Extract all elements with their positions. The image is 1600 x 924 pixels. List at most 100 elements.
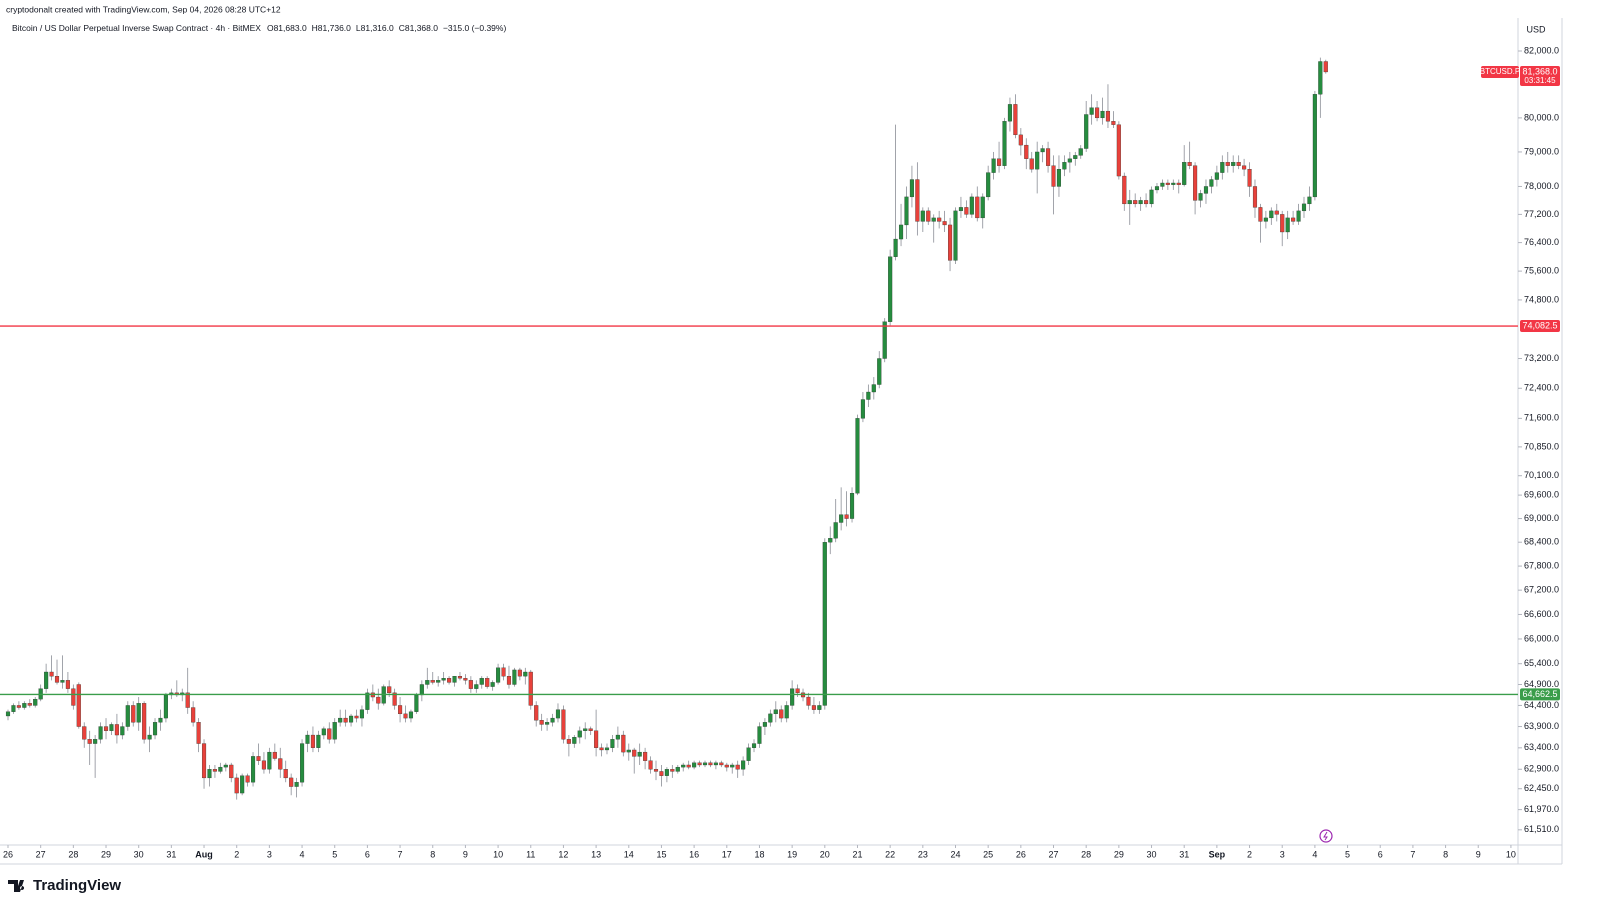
level-tag bbox=[1520, 688, 1560, 701]
candle-body bbox=[392, 692, 397, 706]
x-tick-label: 27 bbox=[36, 849, 46, 859]
candle-body bbox=[5, 711, 11, 717]
candle-body bbox=[1231, 162, 1236, 166]
candle-body bbox=[1084, 114, 1089, 149]
candle-body bbox=[648, 760, 653, 770]
y-tick-label: 76,400.0 bbox=[1524, 237, 1559, 247]
candle-body bbox=[1089, 107, 1094, 115]
candle-body bbox=[201, 743, 207, 779]
candle-body bbox=[76, 684, 81, 727]
x-tick-label: 11 bbox=[526, 849, 535, 859]
candle-body bbox=[866, 391, 871, 400]
candle-body bbox=[1171, 182, 1176, 185]
candle-body bbox=[283, 769, 288, 779]
candle-body bbox=[1073, 155, 1078, 159]
last-price-label: 81,368.0 bbox=[1522, 66, 1557, 76]
candle-body bbox=[506, 676, 512, 685]
candle-body bbox=[16, 705, 21, 708]
candle-body bbox=[566, 739, 571, 744]
candle-body bbox=[964, 207, 969, 215]
x-tick-label: 26 bbox=[1016, 849, 1026, 859]
x-tick-label: 9 bbox=[463, 849, 468, 859]
candle-body bbox=[730, 764, 735, 768]
brand-icon bbox=[8, 880, 25, 892]
x-tick-label: 16 bbox=[689, 849, 699, 859]
candle-body bbox=[436, 680, 441, 683]
x-tick-label: 20 bbox=[820, 849, 830, 859]
candle-body bbox=[773, 709, 778, 715]
candle-body bbox=[517, 669, 522, 677]
candle-body bbox=[1051, 165, 1056, 187]
candle-body bbox=[795, 688, 800, 694]
candle-body bbox=[398, 705, 403, 715]
legend: Bitcoin / US Dollar Perpetual Inverse Sw… bbox=[12, 23, 506, 33]
candle-body bbox=[621, 734, 626, 753]
y-tick-label: 69,600.0 bbox=[1524, 489, 1559, 499]
candle-body bbox=[212, 769, 217, 772]
candle-body bbox=[1285, 217, 1290, 233]
candle-body bbox=[131, 705, 136, 723]
candle-body bbox=[915, 179, 920, 222]
candle-body bbox=[626, 749, 631, 753]
candle-body bbox=[229, 764, 234, 779]
attribution: cryptodonalt created with TradingView.co… bbox=[6, 4, 281, 14]
x-tick-label: 4 bbox=[300, 849, 305, 859]
candle-body bbox=[844, 514, 849, 519]
candle-body bbox=[365, 692, 370, 710]
x-tick-label: 2 bbox=[234, 849, 239, 859]
candle-body bbox=[1209, 179, 1214, 187]
candle-body bbox=[294, 782, 299, 787]
candle-body bbox=[44, 671, 49, 689]
candle-body bbox=[975, 196, 980, 219]
candle-body bbox=[316, 734, 321, 748]
candle-body bbox=[136, 703, 141, 723]
x-tick-label: 7 bbox=[1410, 849, 1415, 859]
legend-title: Bitcoin / US Dollar Perpetual Inverse Sw… bbox=[12, 23, 261, 33]
candle-body bbox=[354, 715, 359, 719]
x-tick-label: 31 bbox=[166, 849, 176, 859]
candle-body bbox=[849, 493, 855, 519]
candle-body bbox=[300, 743, 305, 783]
candle-body bbox=[267, 751, 272, 770]
candle-body bbox=[1144, 200, 1149, 205]
candle-body bbox=[1193, 165, 1198, 201]
candle-body bbox=[659, 771, 664, 776]
y-tick-label: 77,200.0 bbox=[1524, 209, 1559, 219]
candle-body bbox=[196, 722, 201, 744]
y-tick-label: 70,850.0 bbox=[1524, 441, 1559, 451]
brand: TradingView bbox=[8, 877, 121, 894]
candle-body bbox=[1095, 107, 1100, 119]
candle-body bbox=[697, 762, 702, 766]
y-tick-label: 64,900.0 bbox=[1524, 679, 1559, 689]
candle-body bbox=[833, 522, 838, 539]
candle-body bbox=[218, 766, 223, 772]
candle-body bbox=[485, 678, 490, 687]
candle-body bbox=[528, 671, 533, 706]
y-tick-label: 80,000.0 bbox=[1524, 112, 1559, 122]
x-tick-label: 3 bbox=[267, 849, 272, 859]
legend-open: O81,683.0 bbox=[267, 23, 307, 33]
candle-body bbox=[1013, 104, 1018, 136]
candle-body bbox=[447, 678, 452, 683]
x-tick-label: 28 bbox=[68, 849, 78, 859]
candle-body bbox=[33, 698, 38, 706]
candle-body bbox=[1220, 162, 1225, 173]
candle-body bbox=[958, 207, 963, 212]
x-tick-label: 21 bbox=[852, 849, 862, 859]
x-tick-label: 10 bbox=[1506, 849, 1516, 859]
candle-body bbox=[207, 769, 212, 779]
candle-body bbox=[1105, 110, 1111, 122]
candle-body bbox=[147, 734, 152, 740]
legend-close: C81,368.0 bbox=[399, 23, 438, 33]
candle-body bbox=[1296, 210, 1301, 222]
candle-body bbox=[240, 775, 245, 794]
x-tick-label: 17 bbox=[722, 849, 732, 859]
candle-body bbox=[1214, 172, 1219, 180]
candle-body bbox=[539, 720, 544, 725]
candle-body bbox=[501, 667, 506, 677]
x-tick-label: 10 bbox=[493, 849, 503, 859]
candle-body bbox=[653, 769, 659, 772]
legend-change: −315.0 (−0.39%) bbox=[443, 23, 506, 33]
candle-body bbox=[577, 730, 582, 738]
